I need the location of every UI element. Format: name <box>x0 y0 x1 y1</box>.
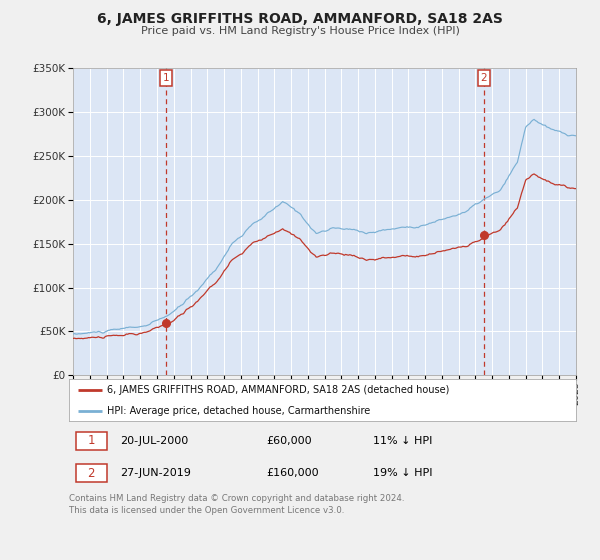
Text: 2: 2 <box>481 73 487 83</box>
Text: 11% ↓ HPI: 11% ↓ HPI <box>373 436 433 446</box>
Text: £60,000: £60,000 <box>267 436 313 446</box>
FancyBboxPatch shape <box>76 432 107 450</box>
FancyBboxPatch shape <box>76 464 107 482</box>
Text: 1: 1 <box>163 73 170 83</box>
Text: HPI: Average price, detached house, Carmarthenshire: HPI: Average price, detached house, Carm… <box>107 406 370 416</box>
Text: 1: 1 <box>88 434 95 447</box>
Text: 6, JAMES GRIFFITHS ROAD, AMMANFORD, SA18 2AS (detached house): 6, JAMES GRIFFITHS ROAD, AMMANFORD, SA18… <box>107 385 449 395</box>
Text: Contains HM Land Registry data © Crown copyright and database right 2024.
This d: Contains HM Land Registry data © Crown c… <box>69 494 404 515</box>
Text: 27-JUN-2019: 27-JUN-2019 <box>120 468 191 478</box>
Text: £160,000: £160,000 <box>267 468 319 478</box>
Text: 2: 2 <box>88 467 95 480</box>
Text: 20-JUL-2000: 20-JUL-2000 <box>120 436 188 446</box>
Text: 6, JAMES GRIFFITHS ROAD, AMMANFORD, SA18 2AS: 6, JAMES GRIFFITHS ROAD, AMMANFORD, SA18… <box>97 12 503 26</box>
Text: 19% ↓ HPI: 19% ↓ HPI <box>373 468 433 478</box>
Text: Price paid vs. HM Land Registry's House Price Index (HPI): Price paid vs. HM Land Registry's House … <box>140 26 460 36</box>
